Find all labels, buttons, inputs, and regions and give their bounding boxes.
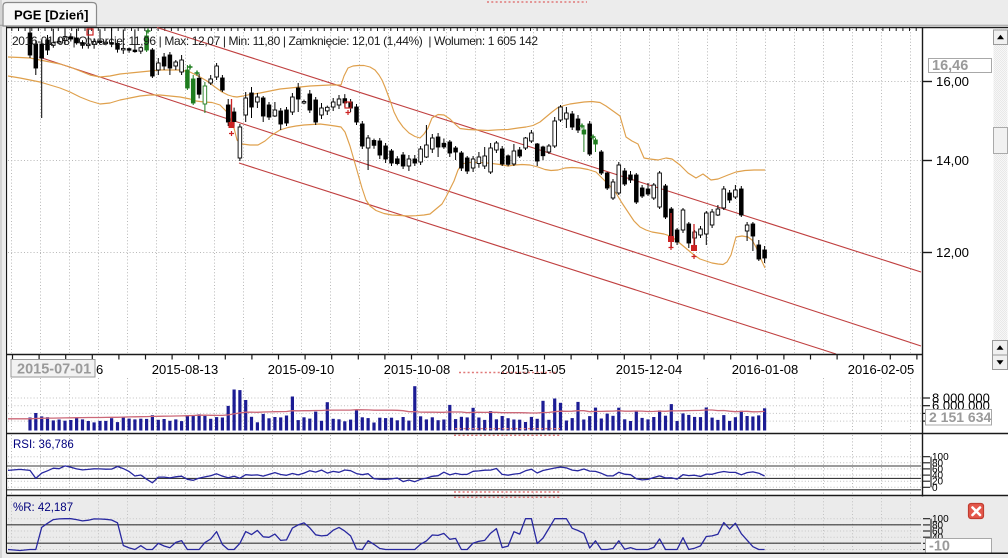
svg-text:12,00: 12,00 bbox=[936, 245, 969, 260]
svg-text:80: 80 bbox=[932, 520, 944, 531]
svg-text:100: 100 bbox=[932, 514, 949, 525]
svg-text:16,00: 16,00 bbox=[936, 74, 969, 89]
svg-text:2015-08-13: 2015-08-13 bbox=[152, 362, 219, 377]
svg-text:100: 100 bbox=[932, 452, 949, 463]
svg-text:2016-01-08: 2016-01-08 bbox=[732, 362, 799, 377]
svg-text:80: 80 bbox=[932, 458, 944, 469]
svg-text:20: 20 bbox=[932, 477, 944, 488]
svg-text:2015-07-01: 2015-07-01 bbox=[17, 362, 91, 378]
svg-text:2016-01-08 | Otwarcie: 11,96 |: 2016-01-08 | Otwarcie: 11,96 | Max: 12,0… bbox=[12, 34, 538, 48]
svg-text:0: 0 bbox=[932, 483, 938, 494]
svg-text:60: 60 bbox=[932, 464, 944, 475]
svg-text:2015-10-08: 2015-10-08 bbox=[384, 362, 451, 377]
svg-text:16,46: 16,46 bbox=[932, 58, 968, 74]
svg-text:PGE [Dzień]: PGE [Dzień] bbox=[14, 8, 88, 23]
svg-text:2015-11-05: 2015-11-05 bbox=[500, 362, 566, 377]
svg-text:RSI: 36,786: RSI: 36,786 bbox=[13, 439, 74, 451]
svg-text:%R: 42,187: %R: 42,187 bbox=[13, 502, 73, 514]
svg-text:2015-09-10: 2015-09-10 bbox=[268, 362, 335, 377]
svg-text:40: 40 bbox=[932, 471, 944, 482]
svg-text:60: 60 bbox=[932, 527, 944, 538]
svg-text:-10: -10 bbox=[929, 539, 950, 555]
svg-text:14,00: 14,00 bbox=[936, 153, 969, 168]
svg-text:2 151 634: 2 151 634 bbox=[929, 409, 991, 425]
svg-text:2015-12-04: 2015-12-04 bbox=[616, 362, 683, 377]
svg-text:2016-02-05: 2016-02-05 bbox=[848, 362, 915, 377]
svg-text:6: 6 bbox=[96, 362, 103, 377]
svg-text:8 000 000: 8 000 000 bbox=[932, 391, 990, 406]
